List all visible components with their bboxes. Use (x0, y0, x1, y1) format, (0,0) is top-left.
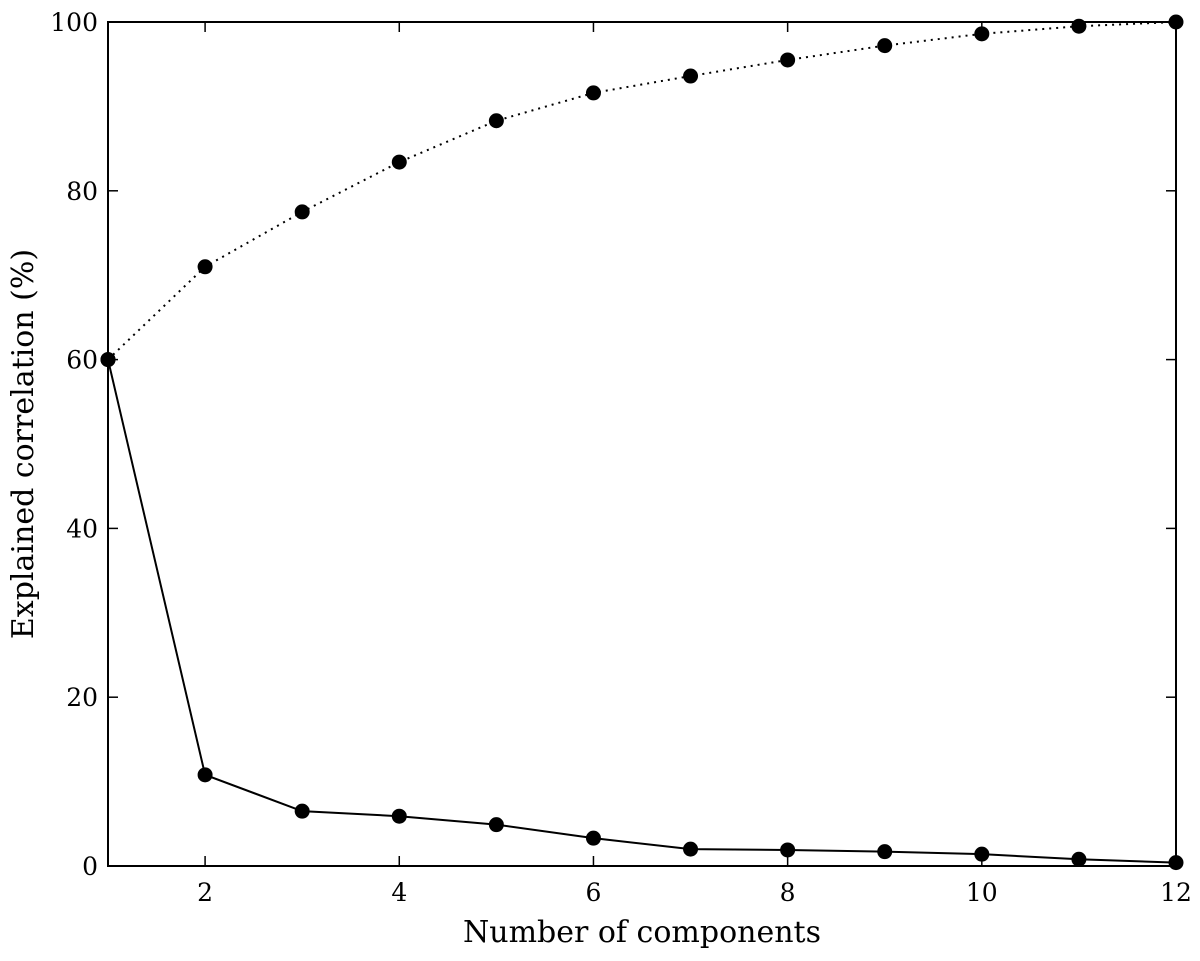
series-layer (100, 14, 1184, 871)
y-tick-label: 40 (66, 514, 98, 543)
series-1-point (391, 808, 407, 824)
y-tick-label: 80 (66, 177, 98, 206)
y-axis-label: Explained correlation (%) (6, 249, 41, 639)
series-2-point (780, 52, 796, 68)
x-axis-label: Number of components (463, 915, 821, 950)
series-1-point (1071, 851, 1087, 867)
series-1-point (683, 841, 699, 857)
y-tick-label: 0 (82, 852, 98, 881)
series-1-point (585, 830, 601, 846)
y-tick-label: 60 (66, 346, 98, 375)
x-tick-label: 2 (197, 878, 213, 907)
series-2-point (683, 68, 699, 84)
series-line-2 (107, 21, 1177, 361)
series-1-point (488, 817, 504, 833)
series-2-point (585, 85, 601, 101)
x-tick-label: 6 (586, 878, 602, 907)
series-line-1 (107, 359, 1177, 864)
series-1-point (877, 844, 893, 860)
series-2-point (877, 38, 893, 54)
series-1-point (294, 803, 310, 819)
series-2-point (1071, 18, 1087, 34)
series-2-point (197, 259, 213, 275)
series-2-point (391, 154, 407, 170)
x-tick-label: 10 (966, 878, 998, 907)
y-tick-label: 100 (50, 8, 98, 37)
ticks-layer: 2 4 6 8 10 12 0 20 40 60 80 100 (50, 8, 1192, 907)
series-1-point (197, 767, 213, 783)
series-2-point (488, 113, 504, 129)
x-tick-label: 12 (1160, 878, 1192, 907)
series-1-point (780, 842, 796, 858)
x-tick-label: 8 (780, 878, 796, 907)
x-tick-label: 4 (391, 878, 407, 907)
series-2-point (294, 204, 310, 220)
y-tick-label: 20 (66, 683, 98, 712)
plot-area-frame (107, 21, 1177, 867)
series-2-point (974, 26, 990, 42)
series-1-point (974, 846, 990, 862)
